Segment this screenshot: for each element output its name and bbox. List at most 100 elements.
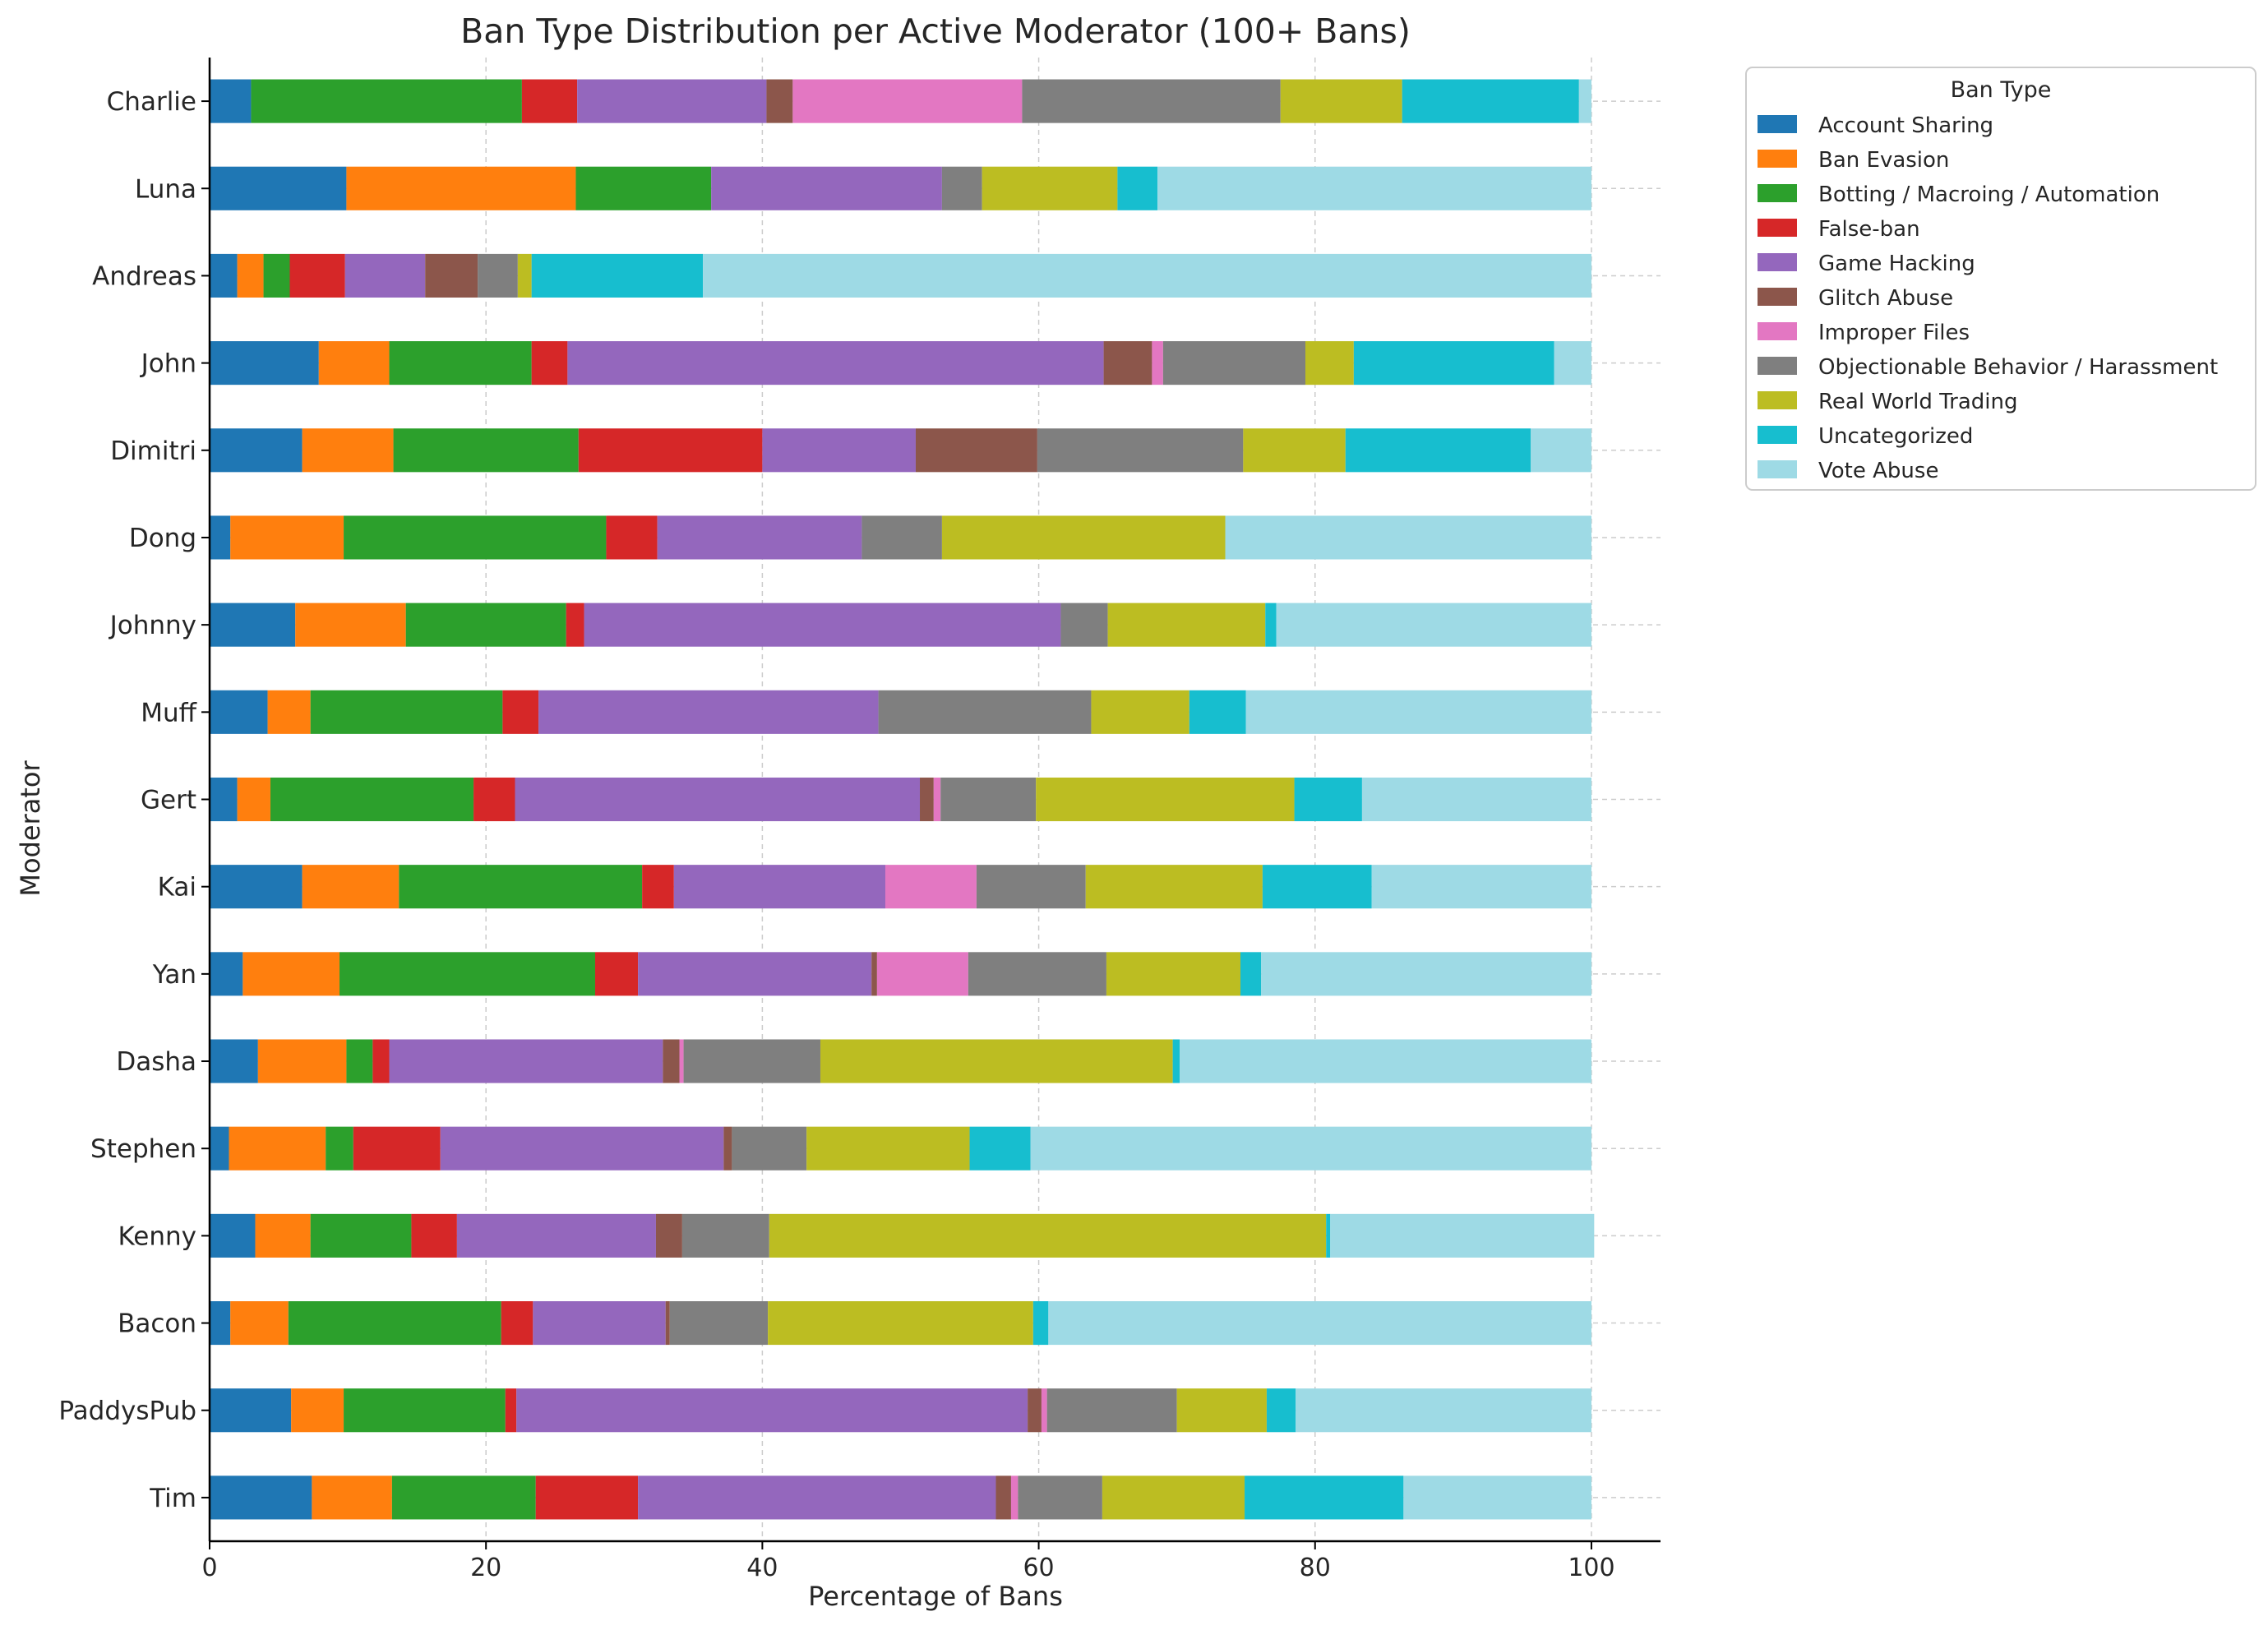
bar-segment: [1403, 1475, 1591, 1520]
bar-segment: [393, 428, 579, 473]
bar-segment: [1172, 1039, 1180, 1083]
bar-segment: [762, 428, 916, 473]
bar-segment: [210, 1388, 292, 1433]
bar-segment: [210, 79, 252, 123]
legend-label: False-ban: [1818, 217, 1920, 242]
y-tick-label: PaddysPub: [58, 1397, 196, 1426]
bar-segment: [501, 1301, 534, 1346]
y-tick-label: Stephen: [90, 1134, 196, 1164]
bar-segment: [425, 253, 478, 298]
bar-segment: [1276, 603, 1591, 647]
bar-segment: [318, 341, 390, 386]
bar-segment: [711, 166, 942, 210]
bar-segment: [538, 690, 879, 734]
bar-segment: [326, 1126, 353, 1171]
bar-segment: [1265, 603, 1277, 647]
bar-segment: [1243, 428, 1346, 473]
bar-segment: [820, 1039, 1173, 1083]
bar-segment: [575, 166, 712, 210]
bar-segment: [1280, 79, 1402, 123]
bar-segment: [566, 603, 584, 647]
bar-segment: [1091, 690, 1189, 734]
bar-segment: [1261, 952, 1591, 996]
bar-segment: [1117, 166, 1158, 210]
bar-segment: [655, 1213, 682, 1258]
legend-swatch: [1758, 357, 1797, 375]
legend-title: Ban Type: [1951, 77, 2052, 103]
bar-segment: [210, 341, 319, 386]
bar-segment: [806, 1126, 970, 1171]
bar-segment: [1245, 690, 1591, 734]
bar-segment: [533, 1301, 666, 1346]
bar-segment: [210, 428, 303, 473]
bar-segment: [411, 1213, 457, 1258]
bar-segment: [210, 515, 231, 560]
y-tick-label: Charlie: [107, 87, 196, 117]
bar-segment: [302, 428, 394, 473]
y-tick-label: Johnny: [109, 611, 196, 640]
bar-segment: [766, 79, 793, 123]
bar-segment: [440, 1126, 724, 1171]
bar-segment: [792, 79, 1023, 123]
bar-segment: [210, 690, 268, 734]
bar-segment: [1036, 777, 1295, 822]
bar-segment: [389, 341, 532, 386]
legend-swatch: [1758, 426, 1797, 444]
bar-segment: [1157, 166, 1591, 210]
legend-swatch: [1758, 460, 1797, 478]
bar-segment: [642, 865, 674, 909]
bar-segment: [663, 1039, 680, 1083]
bar-segment: [210, 166, 347, 210]
x-tick-label: 0: [201, 1554, 217, 1582]
bar-segment: [1041, 1388, 1047, 1433]
bar-segment: [732, 1126, 807, 1171]
y-tick-label: Kai: [158, 873, 196, 903]
bar-segment: [683, 1039, 820, 1083]
bar-segment: [681, 1213, 769, 1258]
bar-segment: [885, 865, 977, 909]
bar-segment: [521, 79, 578, 123]
bar-segment: [353, 1126, 441, 1171]
bar-segment: [878, 690, 1092, 734]
legend-label: Objectionable Behavior / Harassment: [1818, 355, 2218, 380]
bar-segment: [405, 603, 566, 647]
bar-segment: [505, 1388, 517, 1433]
legend-swatch: [1758, 219, 1797, 237]
y-tick-label: Muff: [141, 698, 196, 727]
bar-segment: [679, 1039, 684, 1083]
bar-segment: [1189, 690, 1246, 734]
bar-segment: [941, 515, 1226, 560]
bar-segment: [1345, 428, 1531, 473]
legend-swatch: [1758, 253, 1797, 271]
legend-swatch: [1758, 288, 1797, 306]
x-tick-label: 20: [470, 1554, 501, 1582]
bar-segment: [976, 865, 1086, 909]
legend-label: Account Sharing: [1818, 113, 1993, 138]
legend-label: Improper Files: [1818, 321, 1970, 345]
bar-segment: [1162, 341, 1305, 386]
bar-segment: [310, 690, 503, 734]
bar-segment: [270, 777, 474, 822]
bar-segment: [515, 777, 921, 822]
bar-segment: [243, 952, 340, 996]
y-tick-label: Gert: [141, 786, 196, 815]
bar-segment: [1296, 1388, 1591, 1433]
bar-segment: [531, 341, 568, 386]
bar-segment: [344, 1388, 506, 1433]
bar-segment: [312, 1475, 392, 1520]
bar-segment: [502, 690, 539, 734]
bar-segment: [340, 952, 595, 996]
bar-segment: [1152, 341, 1163, 386]
bar-segment: [968, 952, 1106, 996]
bar-segment: [665, 1301, 670, 1346]
bar-segment: [230, 1301, 289, 1346]
legend-swatch: [1758, 150, 1797, 168]
bar-segment: [237, 777, 270, 822]
chart-title: Ban Type Distribution per Active Moderat…: [460, 12, 1411, 51]
bar-segment: [1225, 515, 1591, 560]
bar-segment: [703, 253, 1591, 298]
bar-segment: [210, 865, 303, 909]
bar-segment: [861, 515, 942, 560]
